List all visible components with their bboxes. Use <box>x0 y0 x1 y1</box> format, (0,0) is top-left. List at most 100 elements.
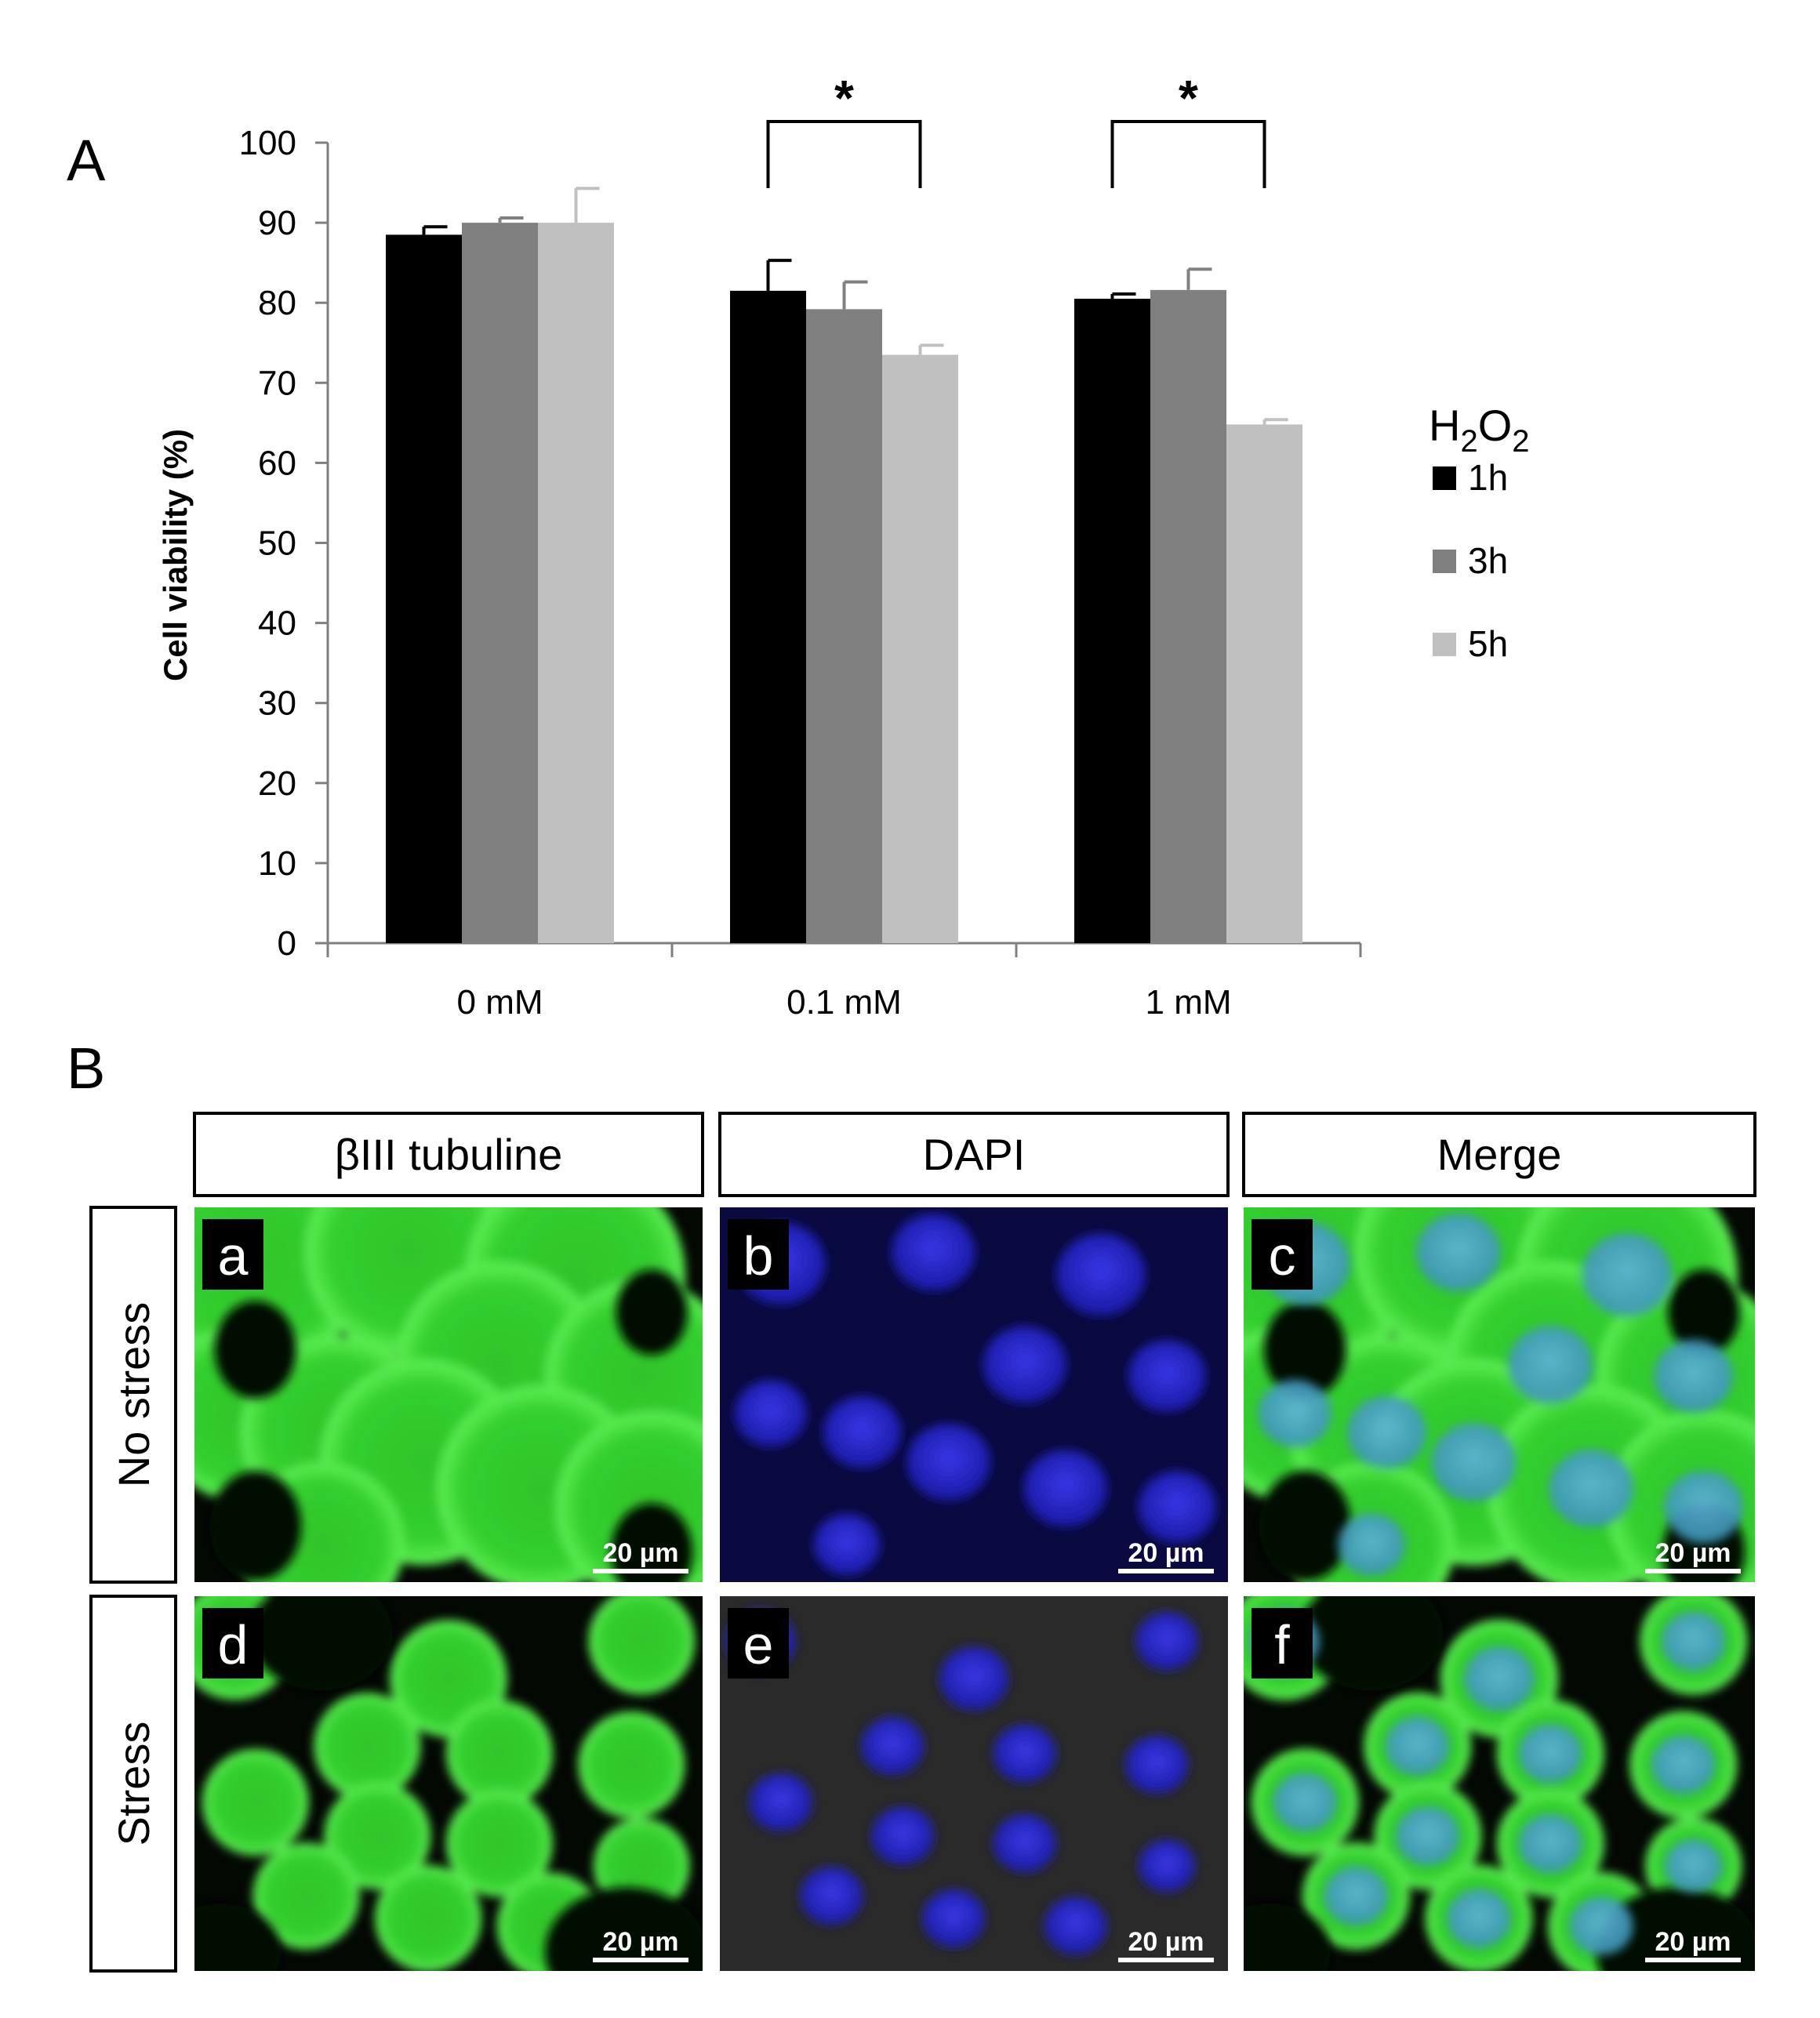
y-tick-label: 60 <box>258 444 296 482</box>
cell-body <box>588 1596 696 1695</box>
column-header-box <box>718 1112 1230 1197</box>
scale-bar-label: 20 µm <box>602 1927 678 1957</box>
bar-3h-2 <box>1150 289 1226 943</box>
nucleus <box>993 1814 1056 1873</box>
nucleus <box>921 1889 986 1948</box>
micrograph-letter: c <box>1269 1225 1296 1287</box>
nucleus <box>1055 1233 1146 1316</box>
y-tick-label: 40 <box>258 604 296 643</box>
nucleus <box>1139 1839 1196 1893</box>
nucleus <box>1416 1213 1501 1291</box>
column-header: DAPI <box>923 1130 1026 1179</box>
background-gap <box>1299 1596 1444 1691</box>
background-gap <box>1259 1470 1351 1581</box>
nucleus <box>871 1806 935 1865</box>
column-header: βIII tubuline <box>335 1130 563 1179</box>
nucleus <box>1549 1450 1634 1527</box>
micrograph-letter-box <box>728 1608 789 1679</box>
background-gap <box>209 1471 302 1581</box>
panel-a-label: A <box>67 128 106 193</box>
legend-entry-1h: 1h <box>1468 457 1508 498</box>
background-gap <box>1668 1269 1740 1356</box>
nucleus <box>1324 1867 1388 1925</box>
y-tick-label: 80 <box>258 284 296 322</box>
background-gap <box>1264 1301 1346 1399</box>
cell-body <box>202 1748 309 1856</box>
legend-swatch-3h <box>1433 550 1456 573</box>
nucleus <box>1138 1471 1217 1544</box>
background-gap <box>1596 1886 1755 1971</box>
cell-body <box>445 1700 553 1807</box>
bar-5h-0 <box>538 223 614 944</box>
micrograph-letter-box <box>728 1219 789 1290</box>
y-tick-label: 20 <box>258 764 296 803</box>
significance-brackets: * * <box>766 70 1266 188</box>
micrograph-letter-box <box>1251 1219 1313 1290</box>
nucleus <box>1662 1612 1726 1671</box>
panel-b-label: B <box>67 1036 105 1101</box>
nucleus <box>1569 1896 1633 1955</box>
nucleus <box>1135 1612 1199 1671</box>
micrograph-letter-box <box>1251 1608 1313 1679</box>
micrograph-letter: a <box>218 1225 249 1287</box>
nucleus <box>1258 1380 1331 1447</box>
background-gap <box>616 1269 688 1356</box>
micrograph-letter: f <box>1274 1614 1290 1675</box>
micrograph-letter-box <box>202 1219 263 1290</box>
y-tick-label: 50 <box>258 524 296 563</box>
column-header: Merge <box>1437 1130 1562 1179</box>
x-axis: 0 mM 0.1 mM 1 mM <box>326 942 1362 1022</box>
nucleus <box>939 1646 1009 1711</box>
nucleus <box>749 1773 812 1831</box>
nucleus <box>1044 1896 1107 1955</box>
nucleus <box>813 1513 881 1576</box>
nucleus <box>1518 1814 1582 1873</box>
scale-bar-label: 20 µm <box>1128 1927 1204 1957</box>
micrograph-letter: d <box>218 1614 249 1675</box>
scale-bar-label: 20 µm <box>1655 1538 1731 1568</box>
legend-swatch-5h <box>1433 633 1456 656</box>
y-tick-label: 10 <box>258 844 296 883</box>
nucleus <box>1447 1889 1511 1948</box>
cell-body <box>375 1865 482 1971</box>
background-gap <box>545 1887 703 1971</box>
nucleus <box>1273 1773 1337 1832</box>
nucleus <box>1347 1396 1426 1468</box>
nucleus <box>861 1717 925 1776</box>
nucleus <box>1654 1339 1733 1413</box>
micrograph-f: f 20 µm <box>1244 1596 1755 1971</box>
nucleus <box>983 1326 1067 1403</box>
nucleus <box>1582 1233 1673 1316</box>
micrograph-a: a 20 µm <box>194 1207 703 1582</box>
y-tick-label: 30 <box>258 684 296 723</box>
cell-body <box>314 1693 421 1800</box>
bar-1h-0 <box>386 234 462 943</box>
nucleus <box>1508 1326 1593 1404</box>
nucleus <box>906 1423 991 1501</box>
legend-swatch-1h <box>1433 466 1456 490</box>
y-tick-label: 90 <box>258 204 296 242</box>
nucleus <box>993 1724 1056 1783</box>
y-tick-label: 70 <box>258 364 296 402</box>
bar-3h-0 <box>462 223 538 944</box>
background-gap <box>1244 1903 1331 1971</box>
nucleus <box>1125 1736 1189 1795</box>
significance-star: * <box>1179 70 1198 126</box>
x-tick-label: 1 mM <box>1146 983 1232 1022</box>
cell-body <box>252 1842 360 1950</box>
micrograph-letter-box <box>202 1608 263 1679</box>
micrograph-b: b 20 µm <box>720 1207 1228 1582</box>
row-header: No stress <box>109 1302 158 1488</box>
scale-bar-label: 20 µm <box>1655 1927 1731 1957</box>
micrograph-letter: e <box>743 1614 774 1675</box>
legend-entry-5h: 5h <box>1468 623 1508 664</box>
y-tick-label: 0 <box>278 924 296 963</box>
significance-star: * <box>834 70 854 126</box>
row-header-box <box>89 1206 177 1584</box>
nucleus <box>1337 1513 1406 1576</box>
nucleus <box>800 1867 863 1925</box>
x-tick-label: 0 mM <box>457 983 543 1022</box>
micrograph-grid: βIII tubuline DAPI Merge No stress Stress a… <box>89 1112 1756 1973</box>
